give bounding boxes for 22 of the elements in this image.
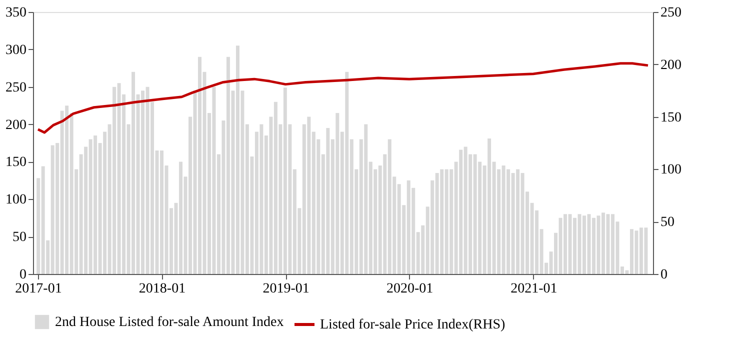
y2-tick-label: 200	[660, 58, 682, 73]
y-tick-label: 200	[6, 118, 26, 133]
x-tick-label: 2017-01	[15, 282, 62, 296]
line-series	[36, 62, 650, 134]
y2-tick-label: 0	[660, 268, 668, 282]
x-tick-label: 2019-01	[262, 282, 310, 296]
y2-tick-label: 50	[660, 215, 674, 230]
y-tick-label: 0	[20, 268, 26, 282]
x-tick-label: 2021-01	[510, 282, 558, 296]
y2-tick-label: 100	[660, 162, 682, 178]
legend-label: Listed for-sale Price Index(RHS)	[320, 318, 506, 332]
y-tick-label: 350	[6, 6, 26, 20]
y-tick-label: 50	[12, 230, 26, 246]
y-tick-label: 250	[6, 80, 26, 96]
y-tick-label: 150	[6, 155, 26, 170]
y-tick-label: 300	[6, 42, 26, 58]
x-tick-label: 2018-01	[138, 282, 186, 296]
x-tick-label: 2020-01	[386, 282, 434, 296]
y2-tick-label: 250	[660, 6, 682, 20]
y2-tick-label: 150	[660, 110, 682, 126]
legend-label: 2nd House Listed for-sale Amount Index	[55, 315, 284, 330]
y-tick-label: 100	[6, 192, 26, 208]
